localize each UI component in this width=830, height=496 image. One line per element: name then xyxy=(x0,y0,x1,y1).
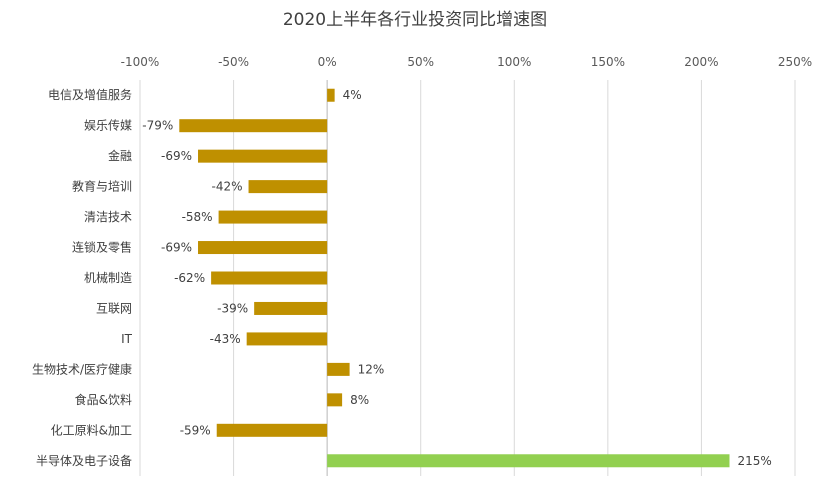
x-tick-label: -100% xyxy=(121,55,160,69)
category-label: 清洁技术 xyxy=(84,210,132,224)
bar xyxy=(254,301,328,315)
category-label: 化工原料&加工 xyxy=(51,423,132,437)
category-label: IT xyxy=(121,332,133,346)
data-label: -43% xyxy=(210,332,241,346)
category-label: 连锁及零售 xyxy=(72,240,132,255)
bar xyxy=(248,180,328,194)
category-label: 电信及增值服务 xyxy=(48,87,132,102)
category-label: 生物技术/医疗健康 xyxy=(32,361,132,376)
bar xyxy=(198,241,328,255)
data-label: -58% xyxy=(182,210,213,224)
category-label: 娱乐传媒 xyxy=(84,118,132,133)
category-label: 互联网 xyxy=(96,301,132,315)
data-label: -62% xyxy=(174,271,205,285)
x-tick-label: 250% xyxy=(778,55,812,69)
data-label: 4% xyxy=(343,88,362,102)
data-label: 8% xyxy=(350,393,369,407)
x-tick-label: 0% xyxy=(318,55,337,69)
bar xyxy=(327,454,730,468)
data-label: -79% xyxy=(142,119,173,133)
bar-layer xyxy=(179,88,730,468)
data-label: -69% xyxy=(161,149,192,163)
category-label: 半导体及电子设备 xyxy=(36,454,132,468)
x-tick-label: -50% xyxy=(218,55,249,69)
category-label: 金融 xyxy=(108,148,132,163)
tick-layer: -100% -50% 0% 50% 100% 150% 200% 250% xyxy=(121,55,812,69)
bar xyxy=(216,423,328,437)
data-label: -59% xyxy=(180,423,211,437)
bar xyxy=(198,149,328,163)
category-label: 教育与培训 xyxy=(72,179,132,194)
data-label: -42% xyxy=(212,180,243,194)
data-label: 215% xyxy=(738,454,772,468)
bar xyxy=(218,210,328,224)
bar xyxy=(211,271,328,285)
bar xyxy=(327,88,335,102)
category-label: 机械制造 xyxy=(84,270,132,285)
x-tick-label: 150% xyxy=(591,55,625,69)
bar xyxy=(246,332,328,346)
category-label: 食品&饮料 xyxy=(75,392,132,407)
data-label: 12% xyxy=(358,362,385,376)
chart-title: 2020上半年各行业投资同比增速图 xyxy=(283,10,547,30)
bar xyxy=(179,119,328,133)
data-label: -69% xyxy=(161,241,192,255)
bar xyxy=(327,362,350,376)
data-label: -39% xyxy=(217,301,248,315)
bar xyxy=(327,393,343,407)
x-tick-label: 200% xyxy=(684,55,718,69)
data-label-layer: 4% -79% -69% -42% -58% -69% -62% -39% -43% 12% 8% -… xyxy=(142,88,772,468)
x-tick-label: 100% xyxy=(497,55,531,69)
x-tick-label: 50% xyxy=(407,55,434,69)
